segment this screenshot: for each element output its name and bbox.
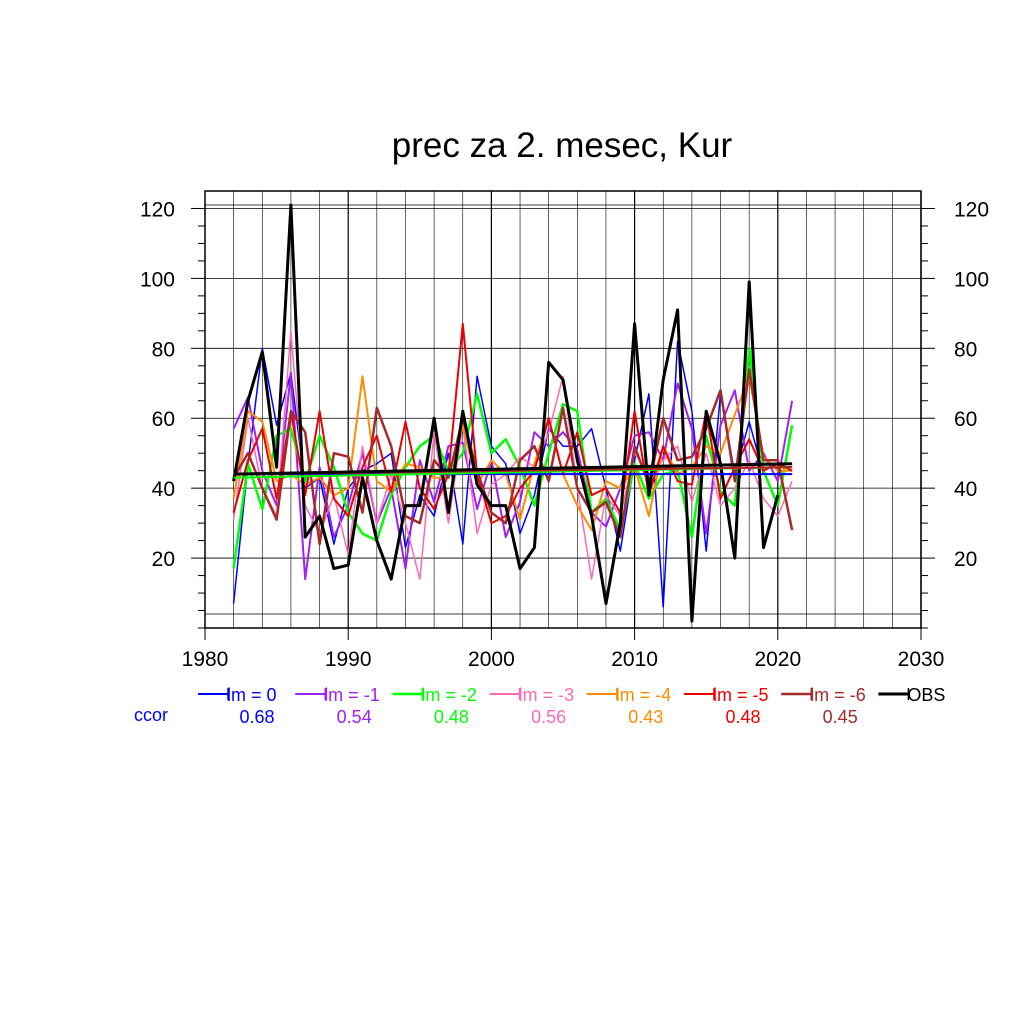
series-line-5: [232, 322, 793, 525]
trend-line-7: [233, 462, 793, 476]
ccor-value-2: 0.48: [434, 707, 469, 727]
series-line-3: [232, 330, 793, 580]
legend-label-0: lm = 0: [227, 685, 277, 705]
x-tick-label: 1990: [325, 648, 372, 671]
series-lines: [232, 203, 794, 623]
y-tick-label-right: 80: [954, 338, 977, 361]
x-tick-label: 1980: [182, 648, 229, 671]
y-tick-label-right: 40: [954, 478, 977, 501]
y-tick-label-right: 60: [954, 408, 977, 431]
x-tick-label: 2010: [611, 648, 658, 671]
plot-border: [204, 190, 922, 629]
y-tick-label-left: 40: [152, 478, 175, 501]
x-tick-label: 2020: [754, 648, 801, 671]
y-tick-label-left: 20: [152, 548, 175, 571]
y-tick-label-left: 60: [152, 408, 175, 431]
y-tick-label-left: 80: [152, 338, 175, 361]
series-line-7: [232, 203, 780, 623]
y-tick-label-right: 100: [954, 268, 989, 291]
legend-label-2: lm = -2: [421, 685, 477, 705]
plot-frame: [204, 190, 922, 629]
legend-label-5: lm = -5: [713, 685, 769, 705]
ccor-value-6: 0.45: [823, 707, 858, 727]
y-tick-label-right: 120: [954, 198, 989, 221]
legend-label-3: lm = -3: [519, 685, 575, 705]
y-tick-label-left: 100: [140, 268, 175, 291]
legend-label-4: lm = -4: [616, 685, 672, 705]
ccor-value-5: 0.48: [725, 707, 760, 727]
x-tick-label: 2030: [898, 648, 945, 671]
ccor-value-3: 0.56: [531, 707, 566, 727]
ccor-value-0: 0.68: [239, 707, 274, 727]
y-tick-label-left: 120: [140, 198, 175, 221]
x-tick-label: 2000: [468, 648, 515, 671]
legend-label-6: lm = -6: [810, 685, 866, 705]
series-line-6: [232, 368, 794, 546]
y-tick-label-right: 20: [954, 548, 977, 571]
ccor-value-4: 0.43: [628, 707, 663, 727]
chart-title: prec za 2. mesec, Kur: [392, 126, 733, 165]
legend-label-7: OBS: [907, 685, 945, 705]
ccor-label: ccor: [134, 705, 168, 725]
legend-label-1: lm = -1: [324, 685, 380, 705]
ccor-value-1: 0.54: [337, 707, 372, 727]
